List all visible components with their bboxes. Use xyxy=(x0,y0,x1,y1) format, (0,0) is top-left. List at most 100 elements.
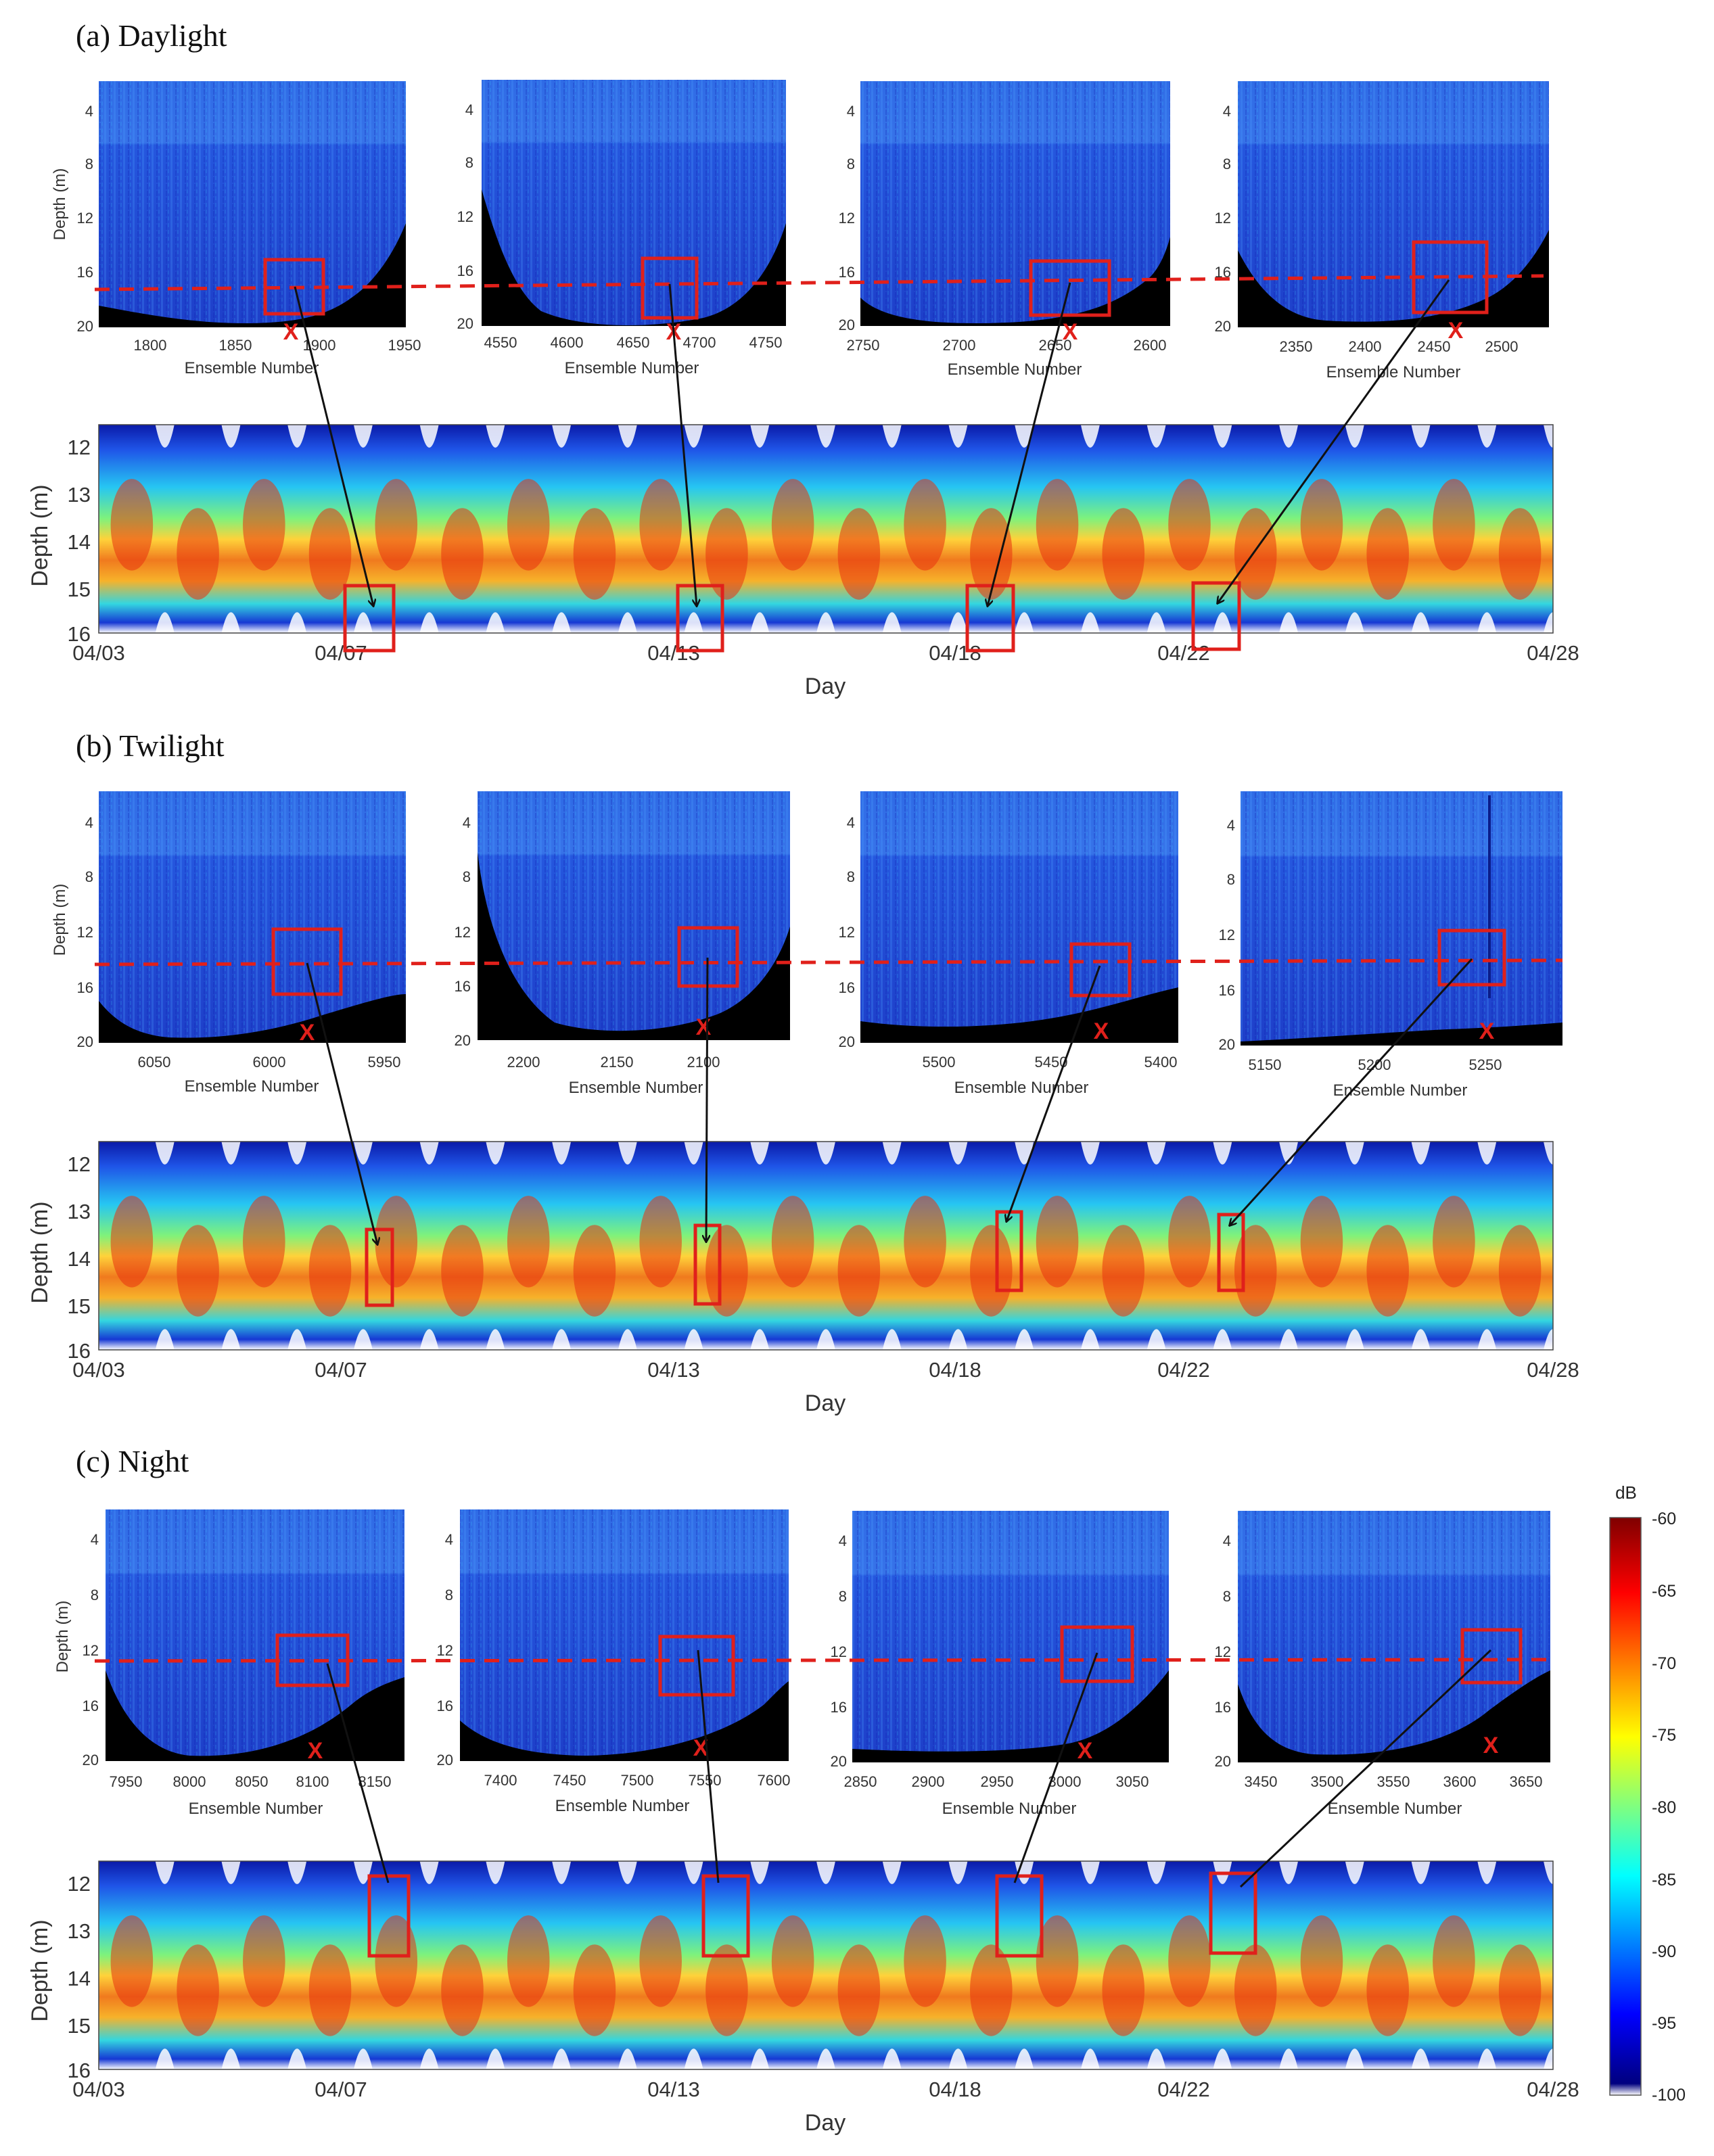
scattering-layer-blob xyxy=(1234,1225,1277,1317)
x-axis-label: Ensemble Number xyxy=(185,1077,319,1096)
x-tick: 7400 xyxy=(484,1772,517,1789)
y-tick: 4 xyxy=(847,103,855,120)
x-axis-label: Ensemble Number xyxy=(954,1079,1089,1097)
colorbar-scale xyxy=(1609,1517,1642,2096)
y-tick: 20 xyxy=(1215,318,1231,335)
timeseries: 12 13 14 15 16 Depth (m) 04/03 04/07 04/… xyxy=(27,1141,1579,1416)
scattering-layer-blob xyxy=(110,1196,154,1288)
x-axis-label: Ensemble Number xyxy=(569,1079,703,1097)
x-axis-label: Ensemble Number xyxy=(565,359,699,377)
panel-b: (b) Twilight 4 8 12 16 20 Depth (m) 6050… xyxy=(27,728,1579,1416)
x-axis-label: Ensemble Number xyxy=(1333,1081,1468,1100)
scattering-layer-blob xyxy=(837,508,881,600)
x-tick: 8050 xyxy=(235,1773,269,1790)
y-tick: 8 xyxy=(85,156,93,172)
y-tick: 20 xyxy=(1219,1036,1235,1053)
echogram-texture xyxy=(99,791,406,1043)
scattering-layer-blob xyxy=(1036,1196,1079,1288)
scattering-layer-blob xyxy=(1102,508,1145,600)
connector-arrow xyxy=(1006,965,1101,1221)
colorbar-title: dB xyxy=(1615,1482,1637,1503)
y-tick: 15 xyxy=(68,578,91,601)
panel-title: (a) Daylight xyxy=(76,18,227,53)
scattering-layer-blob xyxy=(1498,1225,1542,1317)
x-axis-label: Ensemble Number xyxy=(555,1797,690,1815)
y-tick: 12 xyxy=(839,210,855,227)
scattering-layer-blob xyxy=(1498,1944,1542,2036)
scattering-layer-blob xyxy=(243,479,285,571)
echogram: 4 8 12 16 20 2350 2400 2450 2500 Ensembl… xyxy=(1215,81,1549,381)
x-tick: 6050 xyxy=(138,1054,171,1071)
x-axis-label: Ensemble Number xyxy=(942,1800,1077,1818)
x-marker: X xyxy=(693,1735,709,1761)
scattering-layer-blob xyxy=(771,1196,814,1288)
scattering-layer-blob xyxy=(1234,508,1277,600)
scattering-layer-blob xyxy=(1433,479,1475,571)
x-tick: 2400 xyxy=(1349,338,1382,355)
y-tick: 14 xyxy=(68,1967,91,1990)
y-tick: 16 xyxy=(77,264,93,281)
y-tick: 4 xyxy=(1223,103,1231,120)
timeseries: 12 13 14 15 16 Depth (m) 04/03 04/07 04/… xyxy=(27,1860,1579,2136)
y-tick: 4 xyxy=(847,814,855,831)
y-tick: 16 xyxy=(83,1697,99,1714)
highlight-box xyxy=(271,927,343,996)
x-tick: 04/13 xyxy=(647,1358,700,1382)
y-tick: 12 xyxy=(455,924,471,941)
echogram-streak xyxy=(1488,795,1491,998)
scattering-layer-blob xyxy=(904,1915,946,2007)
colorbar-tick: -85 xyxy=(1652,1871,1676,1890)
scattering-layer-blob xyxy=(110,479,154,571)
scattering-layer-blob xyxy=(837,1225,881,1317)
x-tick: 4650 xyxy=(617,334,650,351)
scattering-layer-blob xyxy=(573,1225,616,1317)
y-tick: 8 xyxy=(1227,871,1235,888)
y-tick: 14 xyxy=(68,530,91,554)
y-tick: 16 xyxy=(68,2059,91,2082)
y-tick: 4 xyxy=(1227,817,1235,834)
colorbar-tick: -95 xyxy=(1652,2014,1676,2033)
x-tick: 5500 xyxy=(923,1054,956,1071)
x-tick: 3600 xyxy=(1443,1773,1477,1790)
x-tick: 2900 xyxy=(912,1773,945,1790)
y-tick: 20 xyxy=(457,315,473,332)
reference-line xyxy=(94,958,1563,966)
echogram: 4 8 12 16 20 2200 2150 2100 Ensemble Num… xyxy=(455,791,790,1097)
y-tick: 4 xyxy=(465,101,473,118)
y-tick: 16 xyxy=(831,1699,847,1716)
colorbar-tick: -75 xyxy=(1652,1726,1676,1745)
x-tick: 04/03 xyxy=(72,641,125,665)
scattering-layer-blob xyxy=(507,1196,550,1288)
highlight-box xyxy=(365,1227,394,1307)
timeseries-frame xyxy=(98,1141,1554,1351)
x-axis-label: Day xyxy=(805,2110,846,2136)
connector-line xyxy=(697,1649,720,1883)
scattering-layer-blob xyxy=(1102,1225,1145,1317)
highlight-box xyxy=(965,584,1015,653)
echogram: 4 8 12 16 20 3450 3500 3550 3600 3650 En… xyxy=(1215,1511,1550,1818)
x-tick: 04/07 xyxy=(315,1358,367,1382)
connector-arrow xyxy=(668,283,697,606)
colorbar-tick: -60 xyxy=(1652,1509,1676,1528)
y-axis-label: Depth (m) xyxy=(27,484,53,586)
seabed xyxy=(852,1670,1169,1762)
scattering-layer-blob xyxy=(904,1196,946,1288)
x-marker: X xyxy=(308,1738,323,1764)
x-axis-label: Ensemble Number xyxy=(1328,1800,1462,1818)
scattering-layer-blob xyxy=(1366,1225,1409,1317)
panel-title: (c) Night xyxy=(76,1444,189,1478)
x-tick: 2850 xyxy=(844,1773,877,1790)
x-marker: X xyxy=(300,1020,315,1046)
x-tick: 5150 xyxy=(1249,1056,1282,1073)
timeseries-frame xyxy=(98,1860,1554,2070)
y-tick: 16 xyxy=(68,1339,91,1363)
x-tick: 2350 xyxy=(1280,338,1313,355)
x-marker: X xyxy=(696,1014,712,1040)
y-axis-label: Depth (m) xyxy=(27,1201,53,1303)
timeseries-fill xyxy=(98,424,1562,634)
y-tick: 8 xyxy=(445,1587,453,1603)
y-tick: 12 xyxy=(68,436,91,459)
y-tick: 12 xyxy=(1215,210,1231,227)
colorbar-tick: -80 xyxy=(1652,1798,1676,1817)
scattering-layer-blob xyxy=(705,508,748,600)
